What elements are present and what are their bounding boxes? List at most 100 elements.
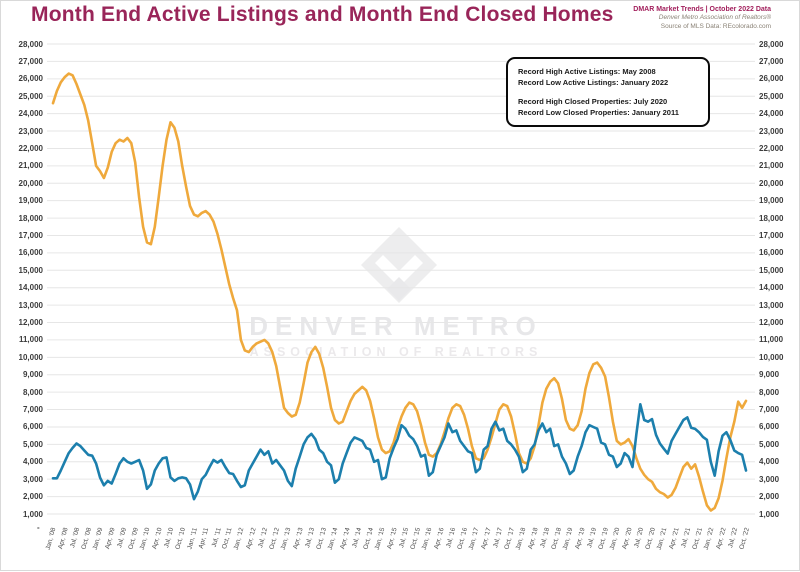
y-tick-label-right: 8,000 [759,387,780,397]
y-tick-label-left: 20,000 [18,178,43,188]
x-tick-label: Oct, '17 [503,527,516,551]
y-tick-label-left: 14,000 [18,283,43,293]
x-tick-label: Jul, '10 [163,527,176,549]
x-tick-label: Apr, '21 [667,527,681,550]
y-tick-label-right: 26,000 [759,74,784,84]
y-tick-label-left: 19,000 [18,196,43,206]
x-tick-label: Oct, '18 [550,527,563,551]
report-meta: DMAR Market Trends | October 2022 Data D… [633,5,771,31]
closed-homes-line [51,402,748,501]
y-tick-label-left: 3,000 [22,474,43,484]
y-tick-label-left: 1,000 [22,509,43,519]
y-tick-label-left: 23,000 [18,126,43,136]
meta-association: Denver Metro Association of Realtors® [658,14,771,22]
y-tick-label-left: 18,000 [18,213,43,223]
watermark-association: ASSOCIATION OF REALTORS [249,345,543,359]
x-tick-label: Jan, '10 [139,527,152,551]
y-tick-label-left: 8,000 [22,387,43,397]
y-tick-label-left: 26,000 [18,74,43,84]
y-tick-label-right: 27,000 [759,56,784,66]
y-tick-label-right: 5,000 [759,439,780,449]
y-tick-label-right: 20,000 [759,178,784,188]
y-tick-label-right: 3,000 [759,474,780,484]
y-tick-label-right: 19,000 [759,196,784,206]
y-tick-label-left: 15,000 [18,265,43,275]
y-tick-label-right: 25,000 [759,91,784,101]
x-tick-label: Jan, '22 [702,527,716,551]
x-tick-label: Jul, '08 [69,527,82,549]
y-tick-label-left: 4,000 [22,457,43,467]
y-tick-label-right: 2,000 [759,492,780,502]
x-tick-label: Oct, '15 [409,527,422,551]
x-tick-label: Apr, '13 [292,527,305,550]
x-tick-label: Jul, '16 [445,527,458,549]
y-tick-label-left: 27,000 [18,56,43,66]
x-tick-label: Apr, '19 [573,527,587,550]
x-tick-label: Jul, '19 [586,527,599,549]
x-tick-label: Apr, '15 [385,527,399,550]
x-tick-label: Jul, '20 [633,527,646,549]
x-tick-label: Jul, '15 [398,527,411,549]
y-tick-label-right: 15,000 [759,265,784,275]
y-tick-label-right: 11,000 [759,335,784,345]
y-tick-label-right: 9,000 [759,370,780,380]
x-tick-label: Jan, '08 [45,527,58,551]
x-tick-label: Apr, '08 [57,527,70,550]
y-tick-label-right: 10,000 [759,352,784,362]
y-tick-label-right: 12,000 [759,318,784,328]
y-tick-label-left: 24,000 [18,109,43,119]
x-tick-label: Apr, '11 [198,527,211,550]
dmar-logo-icon [361,227,437,303]
x-tick-label: Apr, '09 [104,527,117,550]
y-tick-label-left: 25,000 [18,91,43,101]
x-tick-label: Jul, '22 [726,527,740,549]
x-tick-label: Jul, '21 [679,527,693,549]
x-tick-label: Jul, '13 [304,527,317,549]
y-tick-label-right: 1,000 [759,509,780,519]
x-tick-label: Jul, '14 [351,527,364,549]
y-tick-label-left: 5,000 [22,439,43,449]
y-tick-label-left: 22,000 [18,143,43,153]
x-tick-label: Oct, '22 [738,527,751,551]
x-tick-label: Oct, '11 [221,527,234,550]
y-tick-label-left: 11,000 [18,335,43,345]
y-tick-label-left: 13,000 [18,300,43,310]
y-tick-label-right: 7,000 [759,405,780,415]
y-tick-label-right: 17,000 [759,230,784,240]
x-tick-label: Apr, '20 [620,527,634,550]
meta-report-name: DMAR Market Trends | October 2022 Data [633,6,771,13]
x-tick-label: Apr, '12 [245,527,258,550]
record-low-active: Record Low Active Listings: January 2022 [518,78,669,88]
zero-tick-dash: - [37,523,40,532]
x-tick-label: Apr, '18 [526,527,540,550]
y-tick-label-left: 17,000 [18,230,43,240]
x-tick-label: Oct, '21 [691,527,704,551]
y-tick-label-left: 7,000 [22,405,43,415]
y-tick-label-left: 12,000 [18,318,43,328]
active-listings-line [51,72,748,512]
x-tick-label: Oct, '19 [597,527,610,551]
x-tick-label: Jan, '15 [374,527,387,551]
x-tick-label: Apr, '14 [339,527,352,550]
y-tick-label-right: 23,000 [759,126,784,136]
y-tick-label-right: 18,000 [759,213,784,223]
annotation-spacer [518,89,698,96]
x-tick-label: Jan, '18 [515,527,528,551]
y-tick-label-right: 28,000 [759,39,784,49]
y-tick-label-left: 2,000 [22,492,43,502]
x-tick-label: Jul, '18 [539,527,552,549]
x-tick-label: Jan, '19 [561,527,575,551]
y-tick-label-right: 24,000 [759,109,784,119]
x-tick-label: Oct, '10 [174,527,187,551]
x-tick-label: Jan, '20 [608,527,622,551]
x-tick-label: Jul, '11 [210,527,223,549]
x-tick-label: Jul, '09 [116,527,129,549]
y-tick-label-right: 21,000 [759,161,784,171]
x-tick-label: Jan, '14 [327,527,340,551]
x-tick-label: Oct, '20 [644,527,657,551]
record-high-active: Record High Active Listings: May 2008 [518,67,656,76]
page-title: Month End Active Listings and Month End … [31,3,614,26]
x-tick-label: Jul, '12 [257,527,270,549]
x-tick-label: Oct, '16 [456,527,469,551]
